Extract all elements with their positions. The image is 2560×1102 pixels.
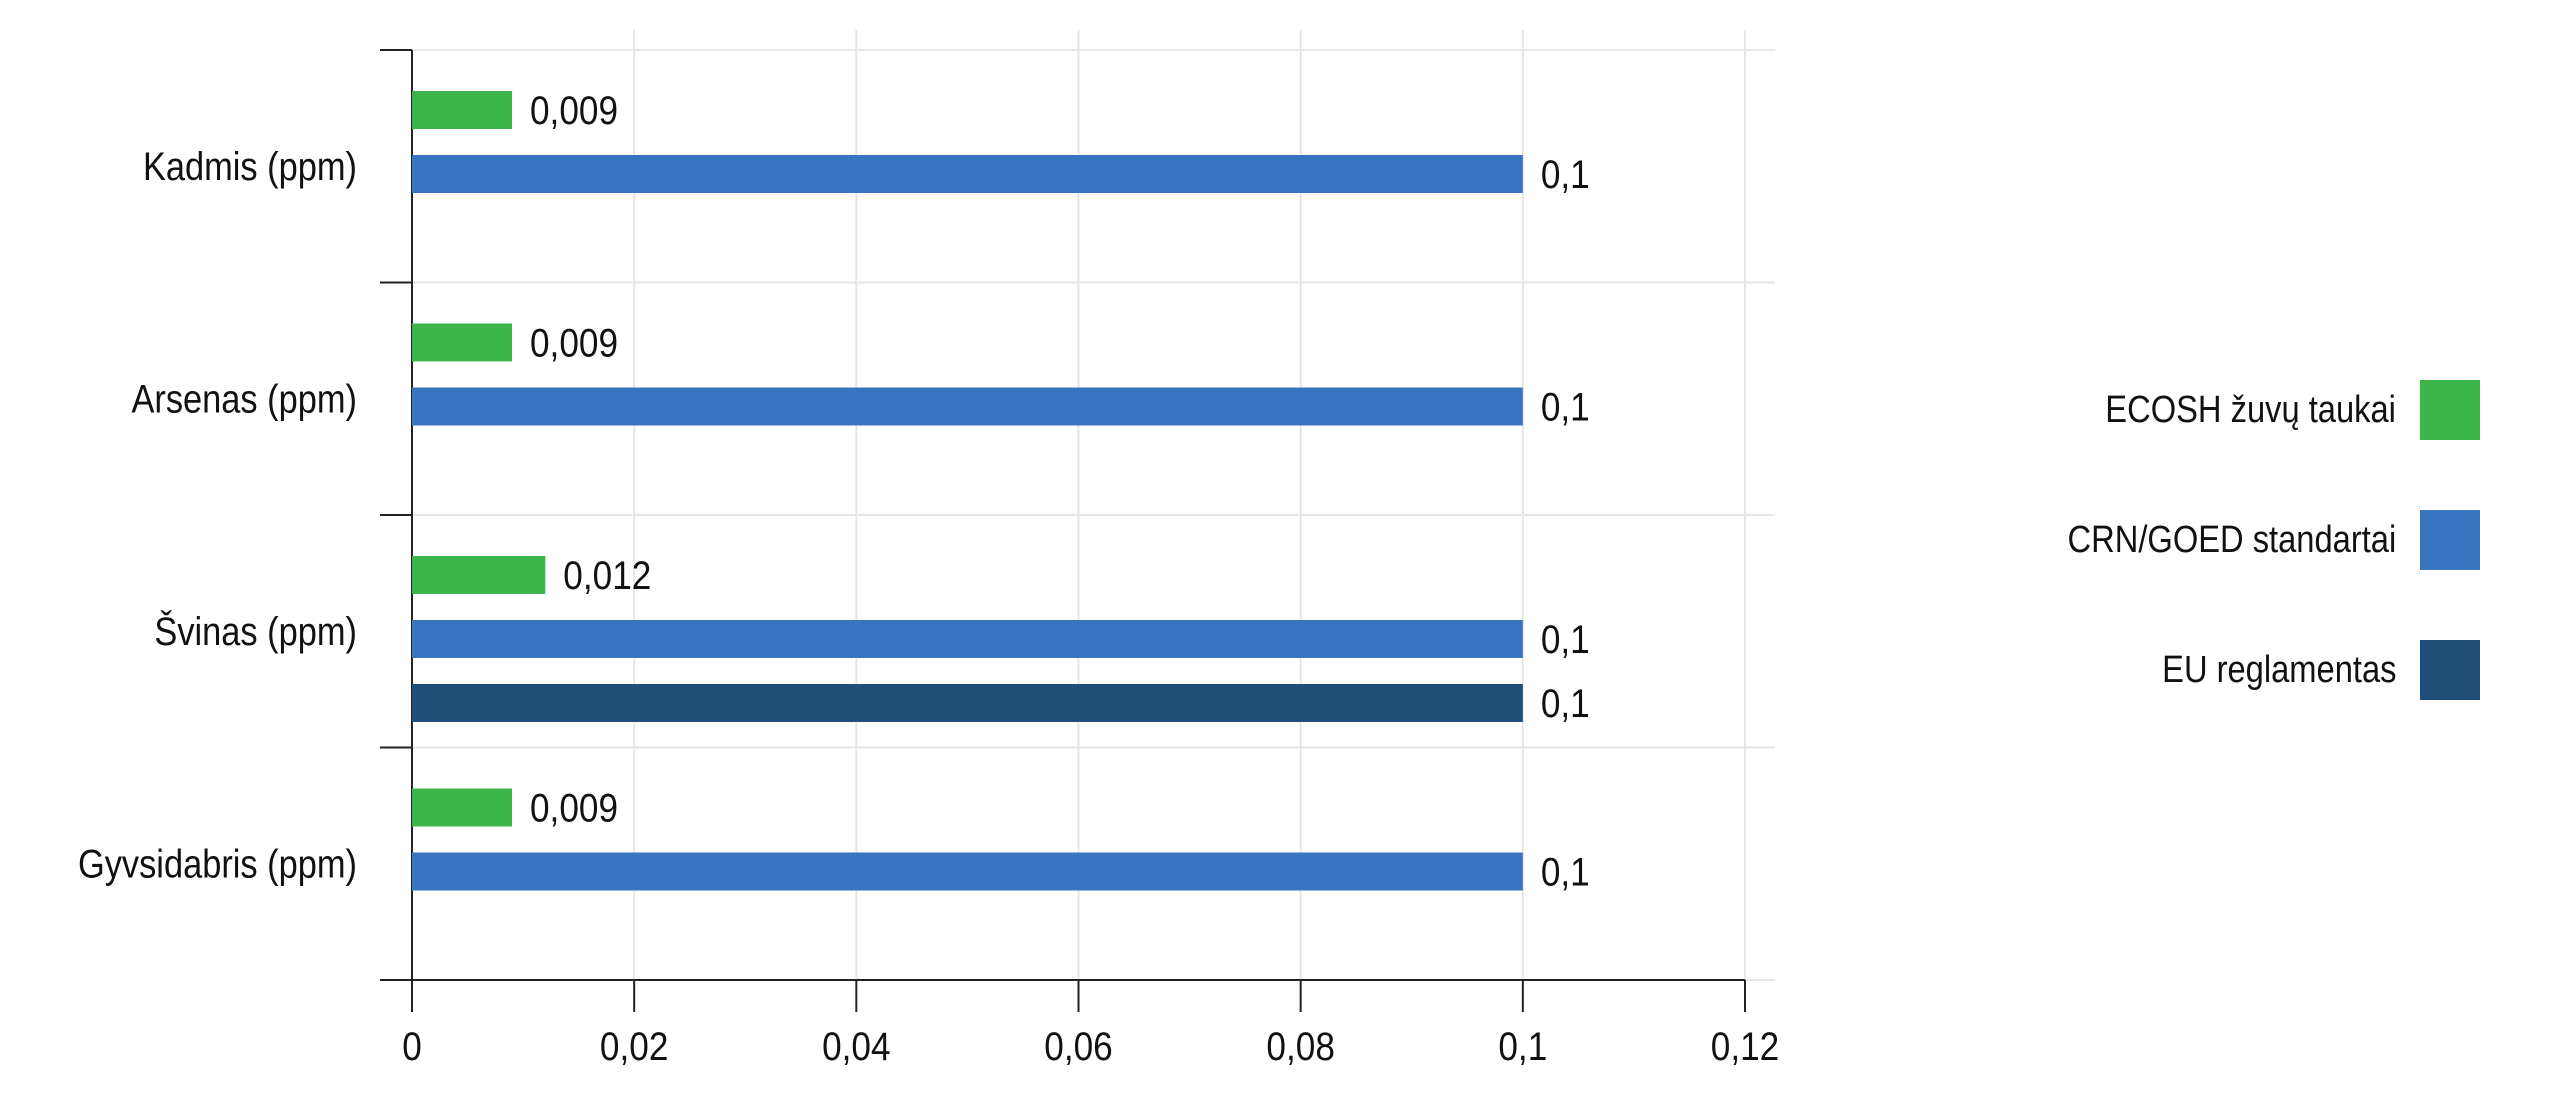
data-label: 0,009 — [530, 88, 618, 133]
x-tick-label: 0,06 — [1044, 1024, 1112, 1069]
category-label: Kadmis (ppm) — [143, 144, 357, 189]
legend-item-crn-goed: CRN/GOED standartai — [2014, 510, 2480, 570]
data-label: 0,1 — [1541, 384, 1590, 429]
x-tick-label: 0 — [402, 1024, 422, 1069]
x-tick-label: 0,08 — [1266, 1024, 1334, 1069]
x-tick-label: 0,02 — [600, 1024, 668, 1069]
bar-crn-goed — [412, 387, 1523, 426]
data-label: 0,009 — [530, 785, 618, 830]
data-label: 0,1 — [1541, 152, 1590, 197]
legend-swatch-navy — [2420, 640, 2480, 700]
legend-swatch-green — [2420, 380, 2480, 440]
data-label: 0,1 — [1541, 617, 1590, 662]
legend-label: CRN/GOED standartai — [2067, 518, 2396, 561]
data-label: 0,009 — [530, 320, 618, 365]
legend-swatch-blue — [2420, 510, 2480, 570]
bar-crn-goed — [412, 852, 1523, 891]
legend-item-ecosh: ECOSH žuvų taukai — [2058, 380, 2480, 440]
category-label: Arsenas (ppm) — [131, 376, 357, 421]
x-tick-label: 0,12 — [1711, 1024, 1779, 1069]
legend-item-eu: EU reglamentas — [2124, 640, 2480, 700]
bar-crn-goed — [412, 155, 1523, 193]
bar-ecosh — [412, 788, 512, 827]
bar-ecosh — [412, 556, 546, 594]
bar-ecosh — [412, 323, 512, 362]
category-label: Gyvsidabris (ppm) — [78, 841, 357, 886]
x-tick-label: 0,04 — [822, 1024, 890, 1069]
legend-label: EU reglamentas — [2161, 648, 2396, 691]
category-label: Švinas (ppm) — [154, 609, 357, 654]
x-tick-label: 0,1 — [1498, 1024, 1547, 1069]
legend-label: ECOSH žuvų taukai — [2105, 388, 2396, 431]
bar-eu — [412, 684, 1523, 722]
bar-ecosh — [412, 91, 512, 129]
data-label: 0,1 — [1541, 849, 1590, 894]
bar-crn-goed — [412, 620, 1523, 658]
data-label: 0,012 — [563, 553, 651, 598]
data-label: 0,1 — [1541, 681, 1590, 726]
